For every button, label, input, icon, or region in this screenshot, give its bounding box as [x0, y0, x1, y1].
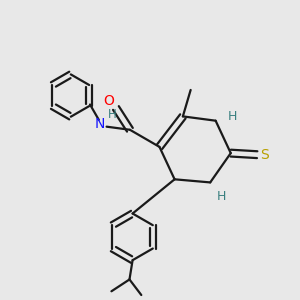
Text: O: O [103, 94, 115, 108]
Text: H: H [228, 110, 237, 122]
Text: S: S [260, 148, 269, 162]
Text: H: H [216, 190, 226, 203]
Text: N: N [94, 117, 105, 130]
Text: H: H [108, 108, 117, 121]
